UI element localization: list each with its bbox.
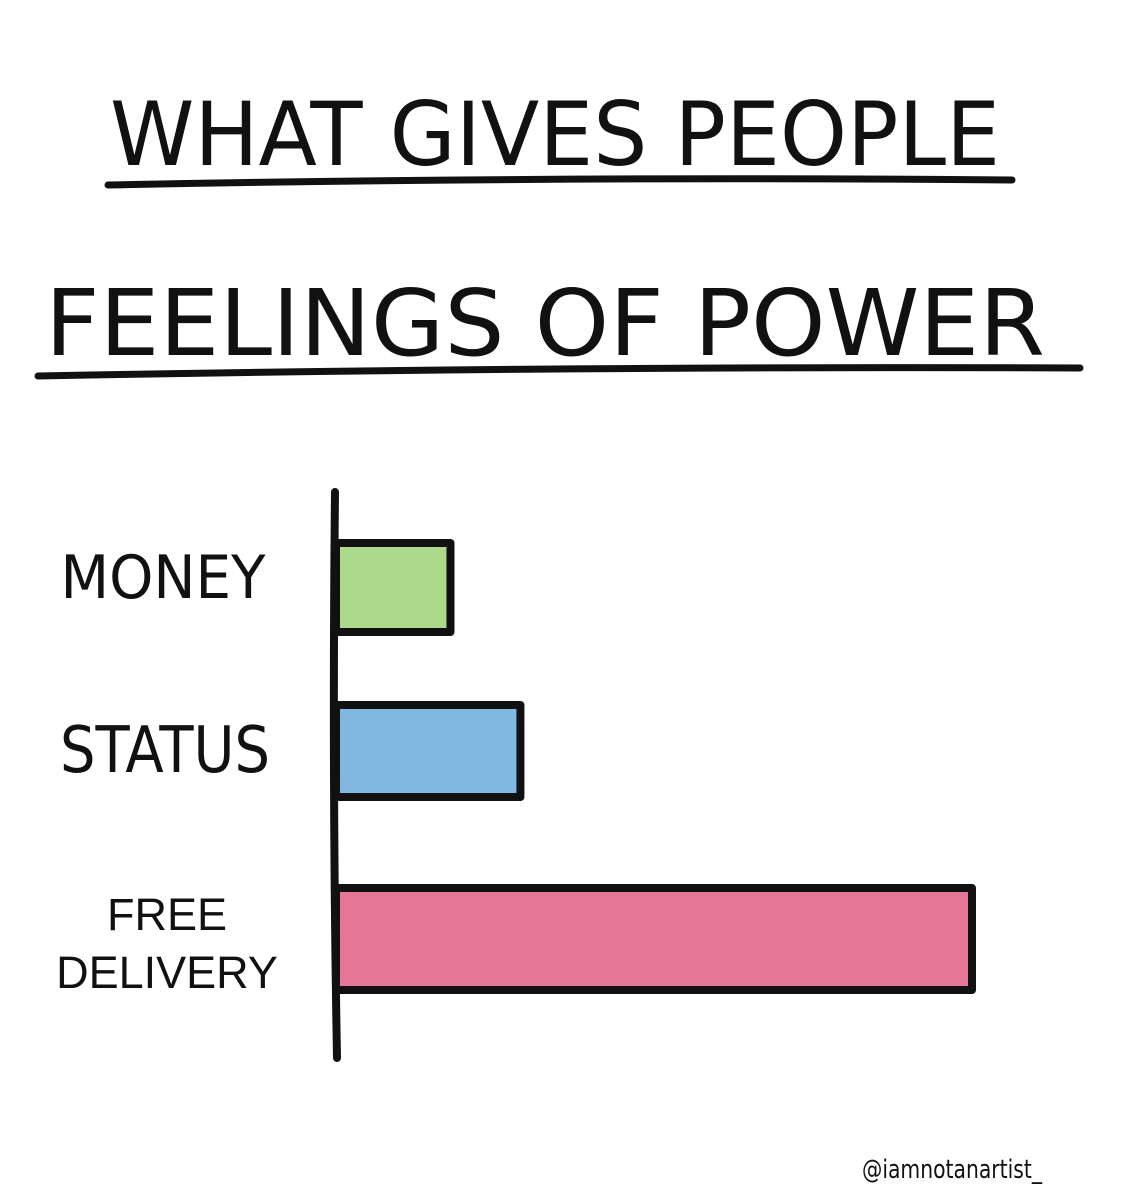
y-axis-line <box>329 488 341 1062</box>
bar-free-delivery <box>332 884 976 994</box>
bar-status <box>332 701 525 801</box>
chart-title-line-1: WHAT GIVES PEOPLE <box>110 83 1000 186</box>
chart-title-line-2: FEELINGS OF POWER <box>45 270 1045 377</box>
title-underline-1 <box>104 175 1016 189</box>
category-label-status: STATUS <box>60 714 270 788</box>
credit-watermark: @iamnotanartist_ <box>862 1155 1043 1185</box>
category-label-free: FREE <box>107 889 227 940</box>
category-label-money: MONEY <box>61 543 266 613</box>
category-label-delivery: DELIVERY <box>56 947 278 998</box>
title-underline-2 <box>34 364 1084 380</box>
bar-money <box>332 539 455 636</box>
